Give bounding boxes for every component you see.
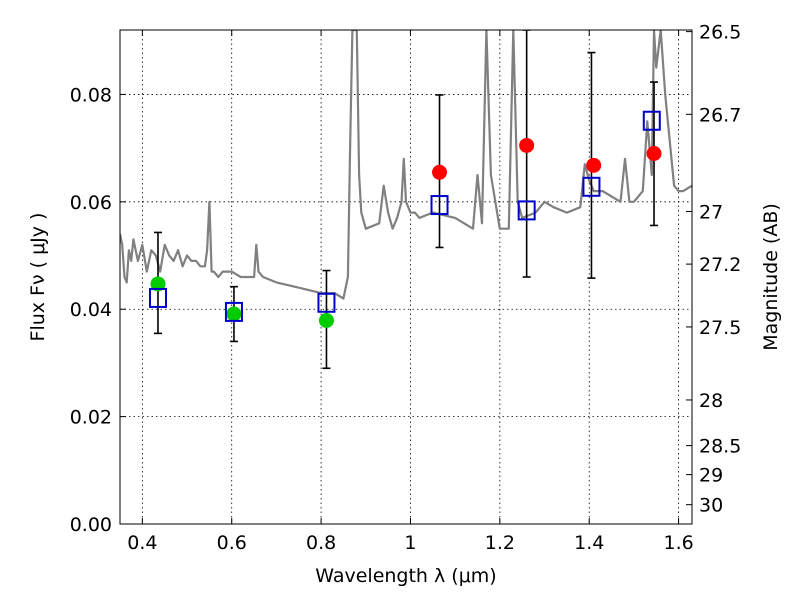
right-tick-label: 30 (699, 495, 723, 517)
y-tick-label: 0.06 (70, 192, 112, 214)
y-tick-label: 0.04 (70, 299, 112, 321)
y-axis-label: Flux Fν ( μJy ) (27, 213, 49, 342)
data-point (318, 312, 334, 328)
model-square (430, 195, 449, 216)
model-square (582, 176, 601, 197)
x-tick-label: 1.2 (485, 532, 515, 554)
y-axis-label-right: Magnitude (AB) (760, 203, 782, 351)
right-tick-label: 26.5 (699, 22, 741, 44)
plot-frame (119, 29, 693, 525)
spectrum-line (120, 30, 692, 300)
data-point (519, 137, 535, 153)
right-tick-label: 26.7 (699, 104, 741, 126)
model-square (642, 110, 661, 131)
x-axis-label: Wavelength λ (μm) (315, 565, 496, 587)
data-point (432, 164, 448, 180)
x-tick-label: 0.8 (306, 532, 336, 554)
x-tick-label: 1 (404, 532, 416, 554)
grid-lines (120, 30, 692, 524)
right-tick-label: 28 (699, 390, 723, 412)
data-point (586, 157, 602, 173)
data-point (150, 276, 166, 292)
model-square (317, 292, 336, 313)
data-area (120, 30, 692, 370)
x-tick-label: 1.4 (574, 532, 604, 554)
y-tick-label: 0.02 (70, 407, 112, 429)
axis-ticks: 0.4 0.6 0.8 1 1.2 1.4 1.6 0.00 0.02 0.04 0.06 0.08 2… (70, 22, 742, 554)
right-tick-label: 27 (699, 201, 723, 223)
y-tick-label: 0.08 (70, 84, 112, 106)
y-tick-label: 0.00 (70, 514, 112, 536)
model-square (148, 287, 167, 308)
x-tick-label: 1.6 (663, 532, 693, 554)
x-tick-label: 0.4 (127, 532, 157, 554)
data-point (226, 306, 242, 322)
right-tick-label: 27.2 (699, 254, 741, 276)
model-square (517, 200, 536, 221)
right-tick-label: 29 (699, 465, 723, 487)
right-tick-label: 27.5 (699, 317, 741, 339)
model-square (224, 301, 243, 322)
right-tick-label: 28.5 (699, 436, 741, 458)
x-tick-label: 0.6 (217, 532, 247, 554)
data-point (646, 146, 662, 161)
